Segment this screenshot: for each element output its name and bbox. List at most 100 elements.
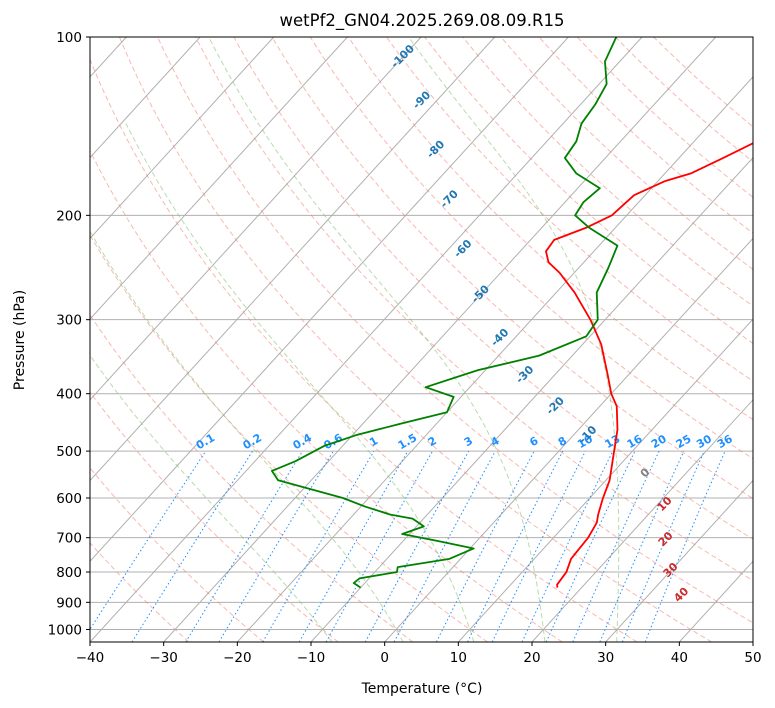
isotherm-gridline	[90, 37, 496, 482]
chart-title: wetPf2_GN04.2025.269.08.09.R15	[280, 11, 565, 31]
moist-adiabat	[208, 37, 546, 642]
isotherm-gridline	[384, 237, 753, 642]
dry-adiabat	[90, 467, 264, 642]
mixing-ratio-label: 2	[426, 434, 439, 449]
isotherm-gridline	[531, 399, 753, 642]
mixing-ratio-line	[325, 450, 433, 642]
y-tick-label: 800	[56, 565, 82, 581]
y-tick-label: 500	[56, 444, 82, 460]
dry-adiabat	[386, 37, 753, 382]
mixing-ratio-line	[572, 450, 660, 642]
dry-adiabat	[576, 37, 753, 198]
mixing-ratio-label: 16	[625, 432, 645, 451]
saturation-label: -20	[544, 394, 567, 417]
isotherm-gridline	[90, 37, 569, 563]
dry-adiabat-label: 20	[656, 529, 676, 549]
mixing-ratio-line	[599, 450, 685, 642]
mixing-ratio-label: 3	[462, 434, 475, 449]
moist-adiabat	[408, 37, 620, 642]
y-tick-label: 700	[56, 531, 82, 547]
x-tick-label: 0	[380, 650, 389, 666]
isotherm-gridline	[752, 641, 753, 642]
x-tick-label: −20	[223, 650, 252, 666]
dry-adiabat-label: 40	[671, 584, 691, 604]
y-tick-label: 600	[56, 491, 82, 507]
dry-adiabat	[462, 37, 753, 307]
dry-adiabat-label: 10	[655, 494, 675, 514]
mixing-ratio-line	[131, 450, 254, 642]
dry-adiabat	[347, 37, 753, 421]
dry-adiabat	[118, 37, 712, 642]
y-tick-label: 900	[56, 595, 82, 611]
moist-adiabat	[125, 123, 475, 642]
dry-adiabat	[90, 58, 638, 642]
mixing-ratio-line	[298, 450, 409, 642]
mixing-ratio-line	[491, 450, 586, 642]
mixing-ratio-line	[90, 450, 207, 631]
dry-adiabat	[90, 314, 414, 642]
mixing-ratio-label: 0.6	[321, 431, 345, 452]
dry-adiabat	[615, 37, 753, 163]
y-tick-label: 400	[56, 387, 82, 403]
mixing-ratio-line	[644, 450, 726, 642]
y-axis-label: Pressure (hPa)	[12, 290, 28, 390]
dry-adiabat	[90, 149, 563, 642]
isotherm-gridline	[90, 37, 422, 401]
saturation-label: -60	[451, 237, 474, 260]
moist-adiabat	[90, 354, 333, 642]
isotherm-gridline	[90, 37, 348, 320]
isotherm-gridline	[457, 318, 753, 642]
moist-adiabat	[90, 230, 404, 642]
mixing-ratio-label: 0.4	[291, 431, 315, 452]
mixing-ratio-label: 36	[715, 432, 735, 451]
y-tick-label: 100	[56, 30, 82, 46]
x-tick-label: −40	[76, 650, 105, 666]
mixing-ratio-label: 6	[527, 434, 540, 449]
mixing-ratio-label: 20	[649, 432, 669, 451]
x-tick-label: 50	[744, 650, 761, 666]
x-tick-label: 30	[597, 650, 614, 666]
mixing-ratio-line	[218, 450, 334, 642]
dry-adiabat	[90, 542, 190, 642]
mixing-ratio-line	[467, 450, 564, 642]
dry-adiabat	[157, 37, 753, 624]
mixing-ratio-line	[521, 450, 614, 642]
x-axis-label: Temperature (°C)	[361, 681, 483, 697]
dry-adiabat	[653, 37, 753, 128]
dry-adiabat	[271, 37, 753, 500]
mixing-ratio-line	[185, 450, 303, 642]
saturation-label: -80	[424, 138, 447, 161]
isotherm-gridline	[90, 37, 275, 240]
isotherm-gridline	[90, 37, 201, 159]
x-tick-label: 10	[450, 650, 467, 666]
mixing-ratio-label: 4	[489, 434, 502, 449]
mixing-ratio-label: 0.1	[194, 431, 217, 452]
dry-adiabat	[538, 37, 753, 234]
plot-frame	[89, 36, 754, 643]
mixing-ratio-label: 13	[603, 432, 623, 451]
mixing-ratio-line	[262, 450, 375, 642]
dry-adiabat	[233, 37, 753, 540]
x-tick-label: −10	[297, 650, 326, 666]
mixing-ratio-line	[621, 450, 705, 642]
mixing-ratio-label: 30	[694, 432, 714, 451]
y-tick-label: 1000	[48, 622, 82, 638]
mixing-ratio-label: 0.2	[241, 431, 264, 452]
isotherm-gridline	[163, 37, 717, 642]
x-tick-label: 40	[671, 650, 688, 666]
dewpoint-profile	[271, 37, 619, 589]
saturation-label: -70	[438, 187, 461, 210]
mixing-ratio-label: 1	[367, 434, 380, 449]
isotherm-gridline	[90, 37, 643, 642]
mixing-ratio-line	[364, 450, 470, 642]
mixing-ratio-line	[545, 450, 636, 642]
isotherm-gridline	[605, 479, 753, 642]
saturation-label: -30	[513, 363, 536, 386]
temperature-profile	[545, 142, 753, 588]
x-tick-label: −30	[149, 650, 178, 666]
y-tick-label: 200	[56, 208, 82, 224]
x-tick-label: 20	[523, 650, 540, 666]
mixing-ratio-line	[393, 450, 496, 642]
isotherm-gridline	[236, 76, 753, 642]
